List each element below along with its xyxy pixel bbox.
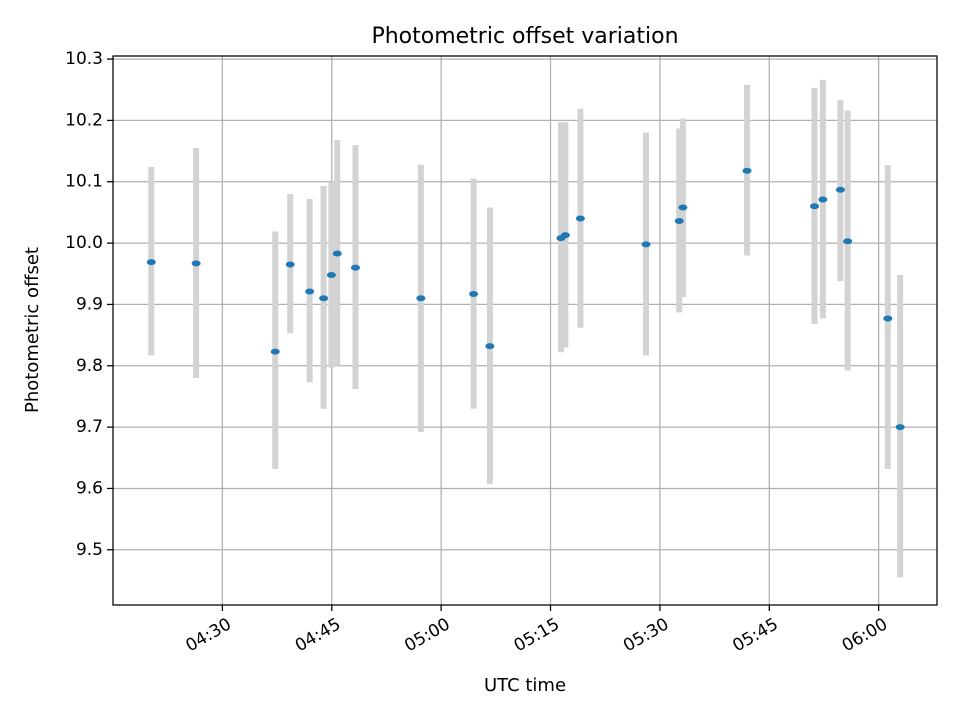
data-point bbox=[575, 215, 585, 222]
y-tick-label: 10.0 bbox=[65, 233, 103, 253]
chart-title: Photometric offset variation bbox=[371, 24, 678, 49]
data-point bbox=[883, 315, 893, 322]
y-tick-label: 9.7 bbox=[76, 417, 103, 437]
data-point bbox=[332, 250, 342, 257]
data-point bbox=[843, 238, 853, 245]
y-ticks: 9.5 9.6 9.7 9.8 9.9 10.0 10.1 10.2 10.3 bbox=[65, 49, 113, 560]
data-point bbox=[146, 259, 156, 266]
data-points bbox=[146, 167, 905, 431]
y-tick-label: 9.9 bbox=[76, 294, 103, 314]
y-tick-label: 10.1 bbox=[65, 172, 103, 192]
data-point bbox=[485, 343, 495, 350]
y-tick-label: 9.8 bbox=[76, 356, 103, 376]
y-tick-label: 10.2 bbox=[65, 110, 103, 130]
data-point bbox=[560, 232, 570, 239]
y-tick-label: 9.5 bbox=[76, 540, 103, 560]
data-point bbox=[326, 271, 336, 278]
data-point bbox=[285, 261, 295, 268]
data-point bbox=[270, 348, 280, 355]
y-tick-label: 9.6 bbox=[76, 478, 103, 498]
y-tick-label: 10.3 bbox=[65, 49, 103, 69]
y-axis-label: Photometric offset bbox=[22, 247, 43, 413]
data-point bbox=[350, 264, 360, 271]
data-point bbox=[895, 424, 905, 431]
data-point bbox=[319, 295, 329, 302]
data-point bbox=[305, 288, 315, 295]
data-point bbox=[416, 295, 426, 302]
data-point bbox=[742, 167, 752, 174]
data-point bbox=[469, 291, 479, 298]
x-axis-label: UTC time bbox=[484, 675, 566, 696]
grid bbox=[113, 56, 937, 605]
data-point bbox=[835, 186, 845, 193]
data-point bbox=[678, 204, 688, 211]
data-point bbox=[818, 196, 828, 203]
data-point bbox=[674, 218, 684, 225]
data-point bbox=[641, 241, 651, 248]
data-point bbox=[191, 260, 201, 267]
data-point bbox=[809, 203, 819, 210]
plot-frame bbox=[112, 55, 938, 606]
